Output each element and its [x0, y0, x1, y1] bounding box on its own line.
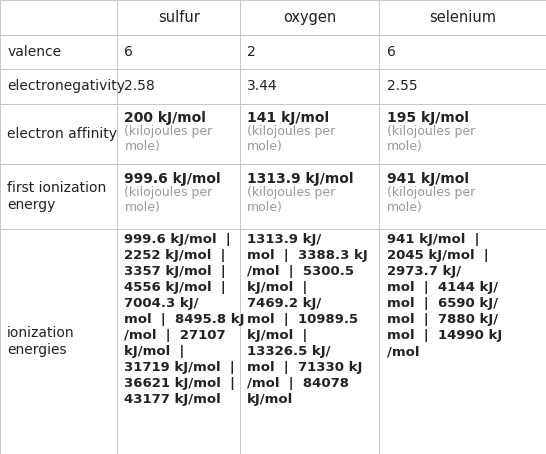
- Text: valence: valence: [7, 45, 61, 59]
- Bar: [240, 164, 379, 229]
- Text: 3.44: 3.44: [247, 79, 278, 94]
- Text: (kilojoules per
mole): (kilojoules per mole): [124, 186, 213, 214]
- Bar: [240, 69, 379, 104]
- Bar: [117, 164, 240, 229]
- Text: 6: 6: [387, 45, 395, 59]
- Text: (kilojoules per
mole): (kilojoules per mole): [387, 186, 475, 214]
- Bar: [379, 229, 546, 454]
- Text: 200 kJ/mol: 200 kJ/mol: [124, 111, 206, 125]
- Bar: [0, 229, 117, 454]
- Bar: [117, 0, 240, 35]
- Text: 999.6 kJ/mol: 999.6 kJ/mol: [124, 172, 221, 186]
- Bar: [379, 164, 546, 229]
- Text: first ionization
energy: first ionization energy: [7, 182, 106, 212]
- Bar: [117, 69, 240, 104]
- Text: 2: 2: [247, 45, 256, 59]
- Bar: [240, 229, 379, 454]
- Text: ionization
energies: ionization energies: [7, 326, 75, 356]
- Text: 6: 6: [124, 45, 133, 59]
- Bar: [0, 0, 117, 35]
- Bar: [0, 35, 117, 69]
- Bar: [0, 69, 117, 104]
- Text: 195 kJ/mol: 195 kJ/mol: [387, 111, 468, 125]
- Bar: [240, 104, 379, 164]
- Text: 1313.9 kJ/mol: 1313.9 kJ/mol: [247, 172, 354, 186]
- Bar: [0, 164, 117, 229]
- Text: electron affinity: electron affinity: [7, 127, 117, 141]
- Text: electronegativity: electronegativity: [7, 79, 125, 94]
- Bar: [117, 104, 240, 164]
- Bar: [0, 104, 117, 164]
- Bar: [240, 35, 379, 69]
- Text: 2.58: 2.58: [124, 79, 155, 94]
- Bar: [117, 229, 240, 454]
- Text: 941 kJ/mol  |
2045 kJ/mol  |
2973.7 kJ/
mol  |  4144 kJ/
mol  |  6590 kJ/
mol  |: 941 kJ/mol | 2045 kJ/mol | 2973.7 kJ/ mo…: [387, 233, 502, 358]
- Bar: [379, 0, 546, 35]
- Text: 2.55: 2.55: [387, 79, 417, 94]
- Text: (kilojoules per
mole): (kilojoules per mole): [247, 125, 336, 153]
- Bar: [379, 104, 546, 164]
- Text: 141 kJ/mol: 141 kJ/mol: [247, 111, 329, 125]
- Text: oxygen: oxygen: [283, 10, 336, 25]
- Text: 1313.9 kJ/
mol  |  3388.3 kJ
/mol  |  5300.5
kJ/mol  |
7469.2 kJ/
mol  |  10989.: 1313.9 kJ/ mol | 3388.3 kJ /mol | 5300.5…: [247, 233, 368, 406]
- Bar: [379, 69, 546, 104]
- Text: 999.6 kJ/mol  |
2252 kJ/mol  |
3357 kJ/mol  |
4556 kJ/mol  |
7004.3 kJ/
mol  |  : 999.6 kJ/mol | 2252 kJ/mol | 3357 kJ/mol…: [124, 233, 245, 406]
- Text: (kilojoules per
mole): (kilojoules per mole): [387, 125, 475, 153]
- Bar: [379, 35, 546, 69]
- Bar: [117, 35, 240, 69]
- Bar: [240, 0, 379, 35]
- Text: 941 kJ/mol: 941 kJ/mol: [387, 172, 468, 186]
- Text: sulfur: sulfur: [158, 10, 200, 25]
- Text: (kilojoules per
mole): (kilojoules per mole): [247, 186, 336, 214]
- Text: selenium: selenium: [429, 10, 496, 25]
- Text: (kilojoules per
mole): (kilojoules per mole): [124, 125, 213, 153]
